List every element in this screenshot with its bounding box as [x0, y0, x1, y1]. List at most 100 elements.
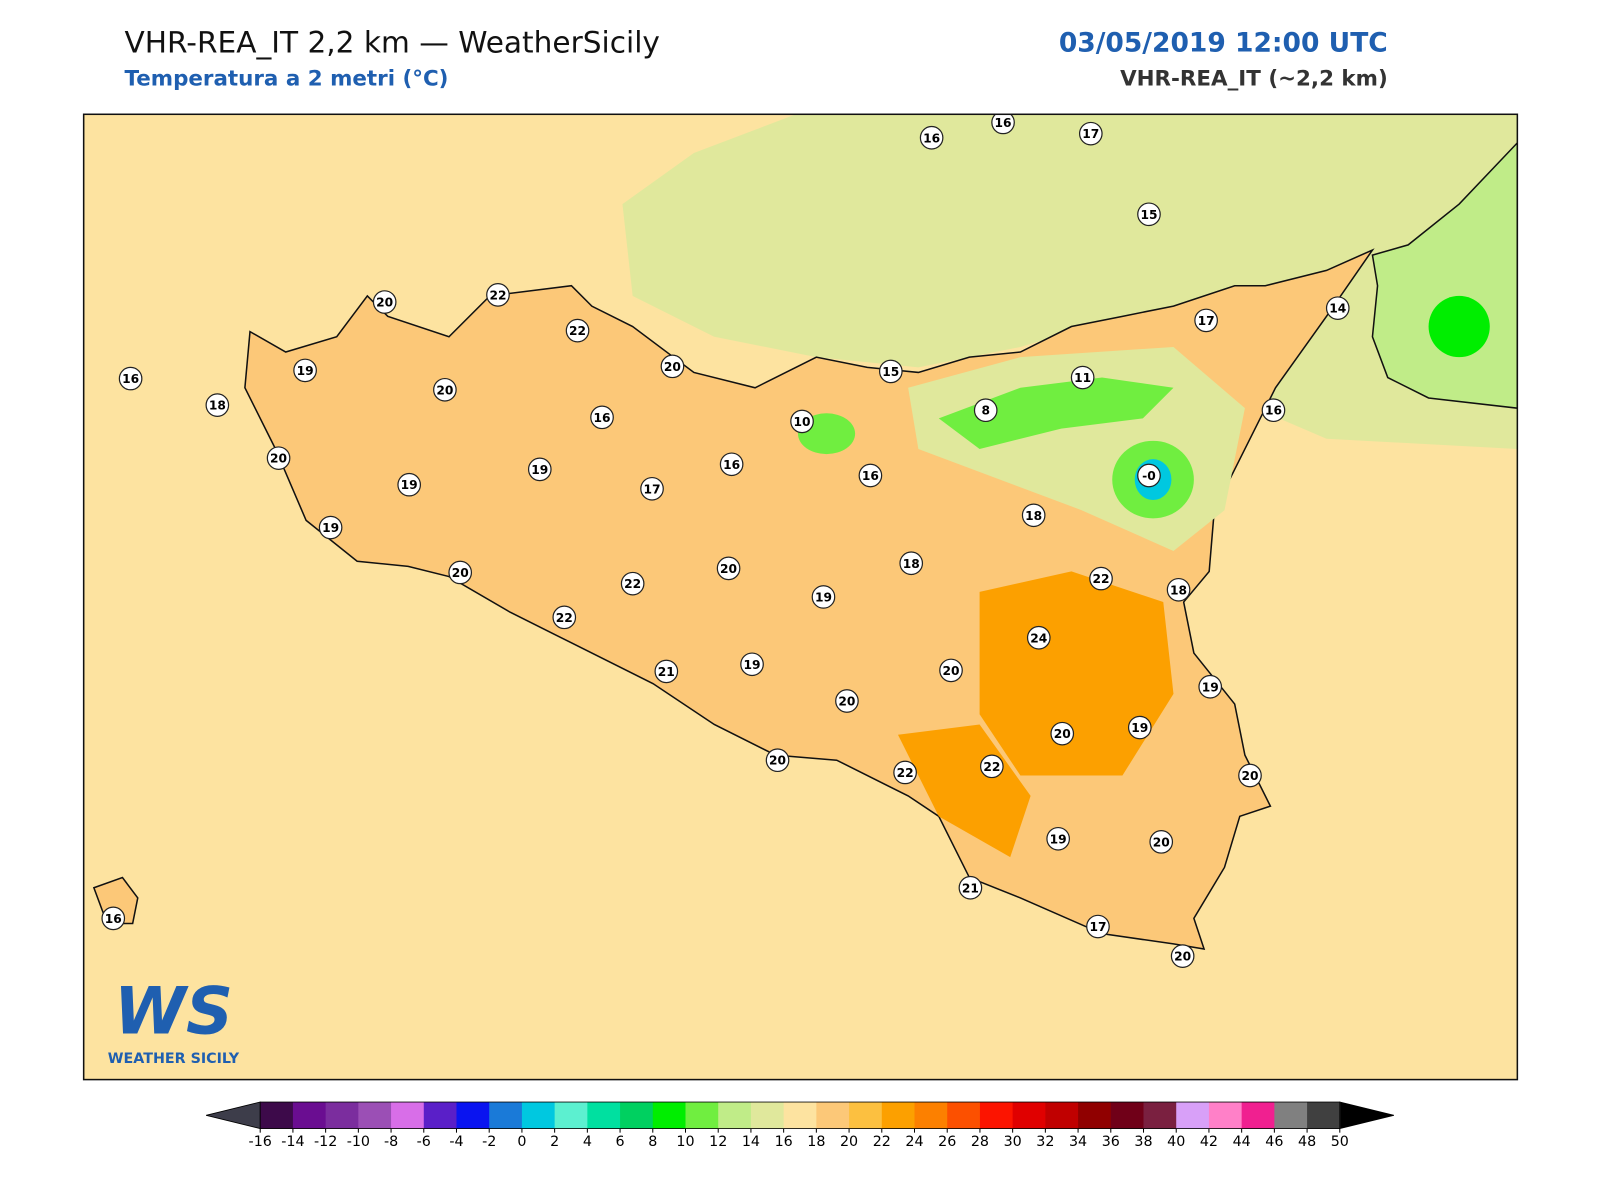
station-value: 16 [995, 116, 1012, 130]
station-value: 19 [1202, 680, 1219, 694]
colorbar-tick-label: 16 [775, 1134, 793, 1150]
station-marker [790, 409, 814, 434]
station-marker [980, 754, 1004, 779]
colorbar-swatch [881, 1102, 916, 1129]
station-marker [1050, 721, 1075, 746]
colorbar-tick-label: 30 [1004, 1134, 1022, 1150]
colorbar-tick-label: -12 [314, 1134, 337, 1150]
station-value: -0 [1142, 469, 1156, 483]
station-value: 15 [1140, 208, 1157, 222]
colorbar-tick-label: 42 [1200, 1134, 1218, 1150]
station-value: 19 [322, 521, 339, 535]
station-marker [1166, 577, 1191, 602]
station-marker [1261, 398, 1286, 423]
station-marker [552, 605, 577, 630]
station-value: 20 [1153, 835, 1170, 849]
colorbar-swatch [1208, 1102, 1243, 1129]
colorbar-swatch [1307, 1102, 1341, 1129]
colorbar-swatch [816, 1102, 850, 1129]
station-marker [1325, 296, 1350, 320]
colorbar-tick-label: -6 [417, 1134, 431, 1150]
station-value: 20 [1174, 950, 1191, 964]
station-marker [1070, 365, 1095, 390]
station-marker [654, 659, 679, 684]
station-value: 22 [569, 324, 586, 338]
station-marker [565, 318, 590, 343]
station-value: 22 [489, 288, 506, 302]
logo-mark: WS [114, 973, 233, 1049]
station-marker [899, 551, 924, 576]
colorbar-swatch [260, 1102, 294, 1129]
station-value: 17 [644, 482, 661, 496]
station-value: 19 [1050, 832, 1067, 846]
station-value: 18 [903, 557, 920, 571]
station-marker [620, 571, 645, 596]
colorbar-tick-label: 48 [1298, 1134, 1316, 1150]
station-marker [640, 476, 664, 501]
station-marker [590, 405, 614, 430]
colorbar-swatch [587, 1102, 621, 1129]
station-marker [893, 760, 917, 785]
station-value: 16 [723, 458, 740, 472]
map-frame [82, 113, 1519, 1081]
colorbar-swatch [685, 1102, 719, 1129]
colorbar-tick-label: 14 [742, 1134, 760, 1150]
station-value: 21 [962, 881, 979, 895]
station-value: 20 [838, 695, 855, 709]
colorbar-swatch [1012, 1102, 1046, 1129]
colorbar-tick-label: 2 [550, 1134, 559, 1150]
station-marker [835, 689, 859, 713]
colorbar-tick-label: 28 [971, 1134, 989, 1150]
station-value: 22 [983, 760, 1000, 774]
colorbar-tick-label: 24 [905, 1134, 923, 1150]
station-marker [118, 366, 143, 391]
station-value: 16 [923, 131, 940, 145]
station-value: 19 [297, 364, 314, 378]
station-value: 11 [1074, 371, 1091, 385]
station-value: 18 [1025, 509, 1042, 523]
station-marker [660, 354, 685, 379]
colorbar-tick-label: 38 [1134, 1134, 1152, 1150]
station-marker [991, 114, 1015, 135]
colorbar-tick-label: 18 [807, 1134, 825, 1150]
colorbar-over [1339, 1101, 1394, 1130]
colorbar-swatch [914, 1102, 948, 1129]
colorbar-swatch [1176, 1102, 1210, 1129]
station-marker [486, 283, 510, 307]
station-value: 19 [401, 478, 418, 492]
station-value: 20 [452, 566, 469, 580]
station-marker [858, 463, 883, 488]
station-value: 8 [981, 404, 990, 418]
station-value: 24 [1030, 631, 1047, 645]
colorbar-swatch [783, 1102, 817, 1129]
colorbar-tick-label: 6 [616, 1134, 625, 1150]
station-marker [1238, 763, 1262, 788]
station-marker [1086, 914, 1110, 939]
colorbar-tick-label: 22 [873, 1134, 891, 1150]
colorbar-tick-label: 20 [840, 1134, 858, 1150]
station-value: 20 [769, 754, 786, 768]
stations: 16 16 17 15 20 22 22 19 16 18 20 20 15 11 8 10 16 16 14 17 2… [101, 114, 1350, 968]
station-value: 18 [1170, 583, 1187, 597]
colorbar-swatch [554, 1102, 588, 1129]
station-value: 20 [664, 360, 681, 374]
station-marker [527, 457, 552, 482]
station-marker [1026, 625, 1051, 650]
station-marker [939, 658, 963, 683]
colorbar-swatch [1110, 1102, 1145, 1129]
colorbar-tick-label: 34 [1069, 1134, 1087, 1150]
station-value: 20 [436, 383, 453, 397]
station-marker [1137, 463, 1161, 488]
station-value: 16 [594, 411, 611, 425]
colorbar-tick-label: 26 [938, 1134, 956, 1150]
station-marker [811, 585, 836, 609]
station-marker [1170, 944, 1195, 968]
colorbar-swatch [849, 1102, 883, 1129]
station-marker [958, 875, 983, 900]
colorbar-tick-label: -14 [281, 1134, 304, 1150]
station-marker [101, 906, 126, 931]
station-value: 10 [794, 415, 811, 429]
colorbar-swatch [947, 1102, 981, 1129]
station-marker [293, 358, 317, 383]
